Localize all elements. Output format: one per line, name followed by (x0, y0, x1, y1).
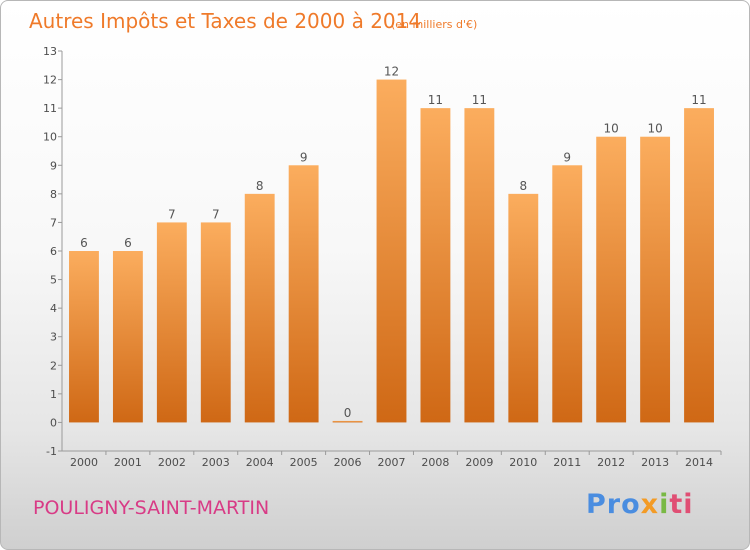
y-tick-label: 8 (50, 188, 57, 201)
bar (552, 165, 583, 423)
proxiti-logo: Proxiti (586, 489, 694, 520)
y-tick-label: 4 (50, 302, 57, 315)
y-tick-label: 11 (43, 102, 57, 115)
data-label: 8 (256, 179, 264, 193)
data-label: 6 (80, 236, 88, 250)
y-tick-label: 3 (50, 331, 57, 344)
bar (200, 222, 231, 423)
data-label: 10 (604, 122, 619, 136)
x-tick-label: 2010 (509, 456, 537, 469)
bar (508, 193, 539, 423)
x-tick-label: 2005 (290, 456, 318, 469)
data-label: 6 (124, 236, 132, 250)
bar (156, 222, 187, 423)
bar (288, 165, 319, 423)
y-tick-label: 2 (50, 359, 57, 372)
data-label: 11 (472, 93, 487, 107)
y-tick-label: 1 (50, 388, 57, 401)
chart-title: Autres Impôts et Taxes de 2000 à 2014 (29, 9, 422, 33)
city-name: POULIGNY-SAINT-MARTIN (33, 497, 270, 519)
x-tick-label: 2012 (597, 456, 625, 469)
bar (376, 79, 407, 423)
bar (112, 251, 143, 423)
bar (596, 136, 627, 423)
x-tick-label: 2008 (421, 456, 449, 469)
data-label: 0 (344, 406, 352, 420)
x-tick-label: 2009 (465, 456, 493, 469)
x-tick-label: 2013 (641, 456, 669, 469)
y-tick-label: 0 (50, 416, 57, 429)
bar (332, 420, 363, 423)
bar (464, 108, 495, 423)
y-tick-label: 6 (50, 245, 57, 258)
logo-part-4: ti (669, 489, 694, 520)
y-tick-label: 10 (43, 131, 57, 144)
data-label: 10 (647, 122, 662, 136)
bar (244, 193, 275, 423)
y-tick-label: -1 (46, 445, 57, 458)
x-tick-label: 2003 (202, 456, 230, 469)
x-tick-label: 2007 (378, 456, 406, 469)
chart-unit: (en milliers d'€) (391, 18, 478, 31)
x-tick-label: 2006 (334, 456, 362, 469)
data-label: 9 (300, 150, 308, 164)
x-tick-label: 2001 (114, 456, 142, 469)
logo-part-1: Pro (586, 489, 641, 520)
y-tick-label: 7 (50, 216, 57, 229)
bar (420, 108, 451, 423)
x-tick-label: 2000 (70, 456, 98, 469)
data-label: 12 (384, 65, 399, 79)
data-label: 11 (428, 93, 443, 107)
y-tick-label: 13 (43, 45, 57, 58)
y-tick-label: 5 (50, 274, 57, 287)
data-label: 7 (168, 207, 176, 221)
logo-part-2: x (640, 489, 660, 520)
data-label: 9 (563, 150, 571, 164)
logo-part-3: i (659, 489, 670, 520)
bar (69, 251, 99, 423)
x-tick-label: 2004 (246, 456, 274, 469)
x-tick-label: 2011 (553, 456, 581, 469)
data-label: 11 (691, 93, 706, 107)
bar (640, 136, 671, 423)
x-tick-label: 2014 (685, 456, 713, 469)
y-tick-label: 9 (50, 159, 57, 172)
y-tick-label: 12 (43, 74, 57, 87)
x-tick-label: 2002 (158, 456, 186, 469)
data-label: 7 (212, 207, 220, 221)
data-label: 8 (519, 179, 527, 193)
plot-area: -101234567891011121362000620017200272003… (43, 45, 722, 469)
bar (684, 108, 714, 423)
